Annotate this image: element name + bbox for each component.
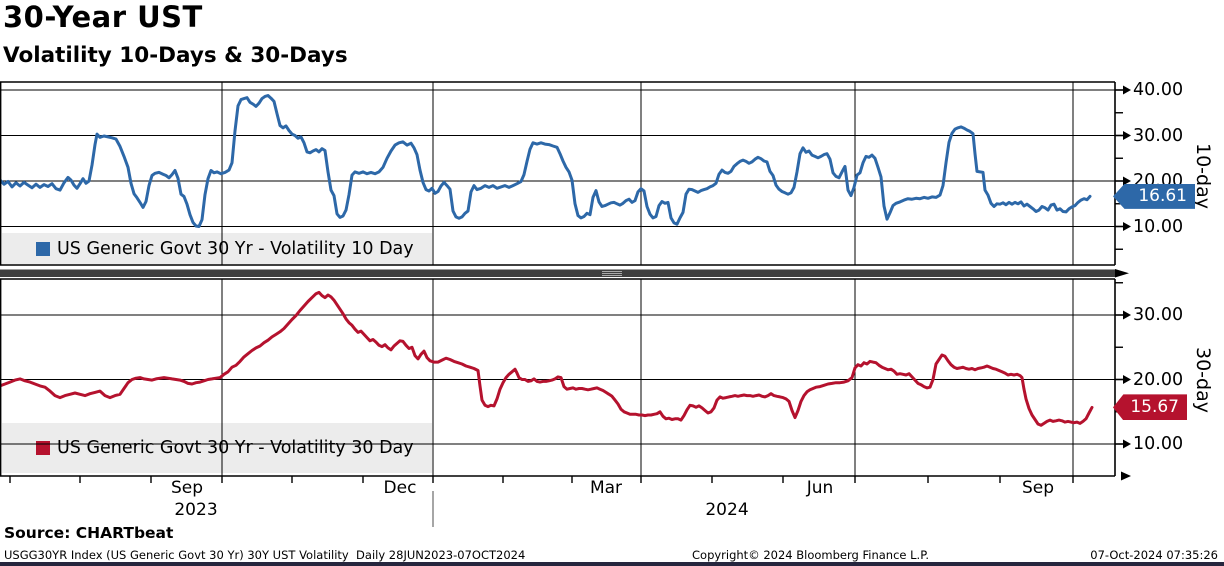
x-year-label: 2024 (705, 500, 749, 520)
x-year-label: 2023 (174, 500, 218, 520)
legend-label-30-day: US Generic Govt 30 Yr - Volatility 30 Da… (57, 438, 414, 458)
y-tick-label: 40.00 (1133, 80, 1184, 100)
x-month-label: Sep (1021, 478, 1055, 498)
panel-splitter-handle[interactable] (602, 270, 622, 277)
y-tick-label: 20.00 (1133, 369, 1184, 390)
legend-marker-red-icon (36, 441, 50, 455)
y-tick-label: 30.00 (1133, 305, 1184, 325)
axis-caption-10-day: 10-day (1192, 142, 1214, 209)
x-month-label: Jun (806, 478, 834, 498)
footer-copyright: Copyright© 2024 Bloomberg Finance L.P. (692, 548, 929, 562)
legend-label-10-day: US Generic Govt 30 Yr - Volatility 10 Da… (57, 238, 414, 259)
x-month-label: Sep (170, 478, 204, 498)
axis-caption-30-day: 30-day (1192, 346, 1214, 413)
legend-marker-blue-icon (36, 241, 50, 256)
legend-10-day: US Generic Govt 30 Yr - Volatility 10 Da… (2, 233, 432, 264)
last-value-tag-30-day: 15.67 (1113, 394, 1187, 421)
window-bottom-edge (0, 562, 1224, 566)
y-tick-label: 10.00 (1133, 434, 1184, 454)
x-month-label: Dec (383, 478, 417, 498)
y-tick-label: 30.00 (1133, 125, 1184, 146)
footer-timestamp: 07-Oct-2024 07:35:26 (1090, 548, 1218, 562)
source-credit: Source: CHARTbeat (4, 524, 174, 542)
last-value-tag-10-day: 16.61 (1113, 183, 1195, 209)
x-month-label: Mar (589, 478, 623, 498)
page-title: 30-Year UST (3, 0, 203, 34)
footer-description: USGG30YR Index (US Generic Govt 30 Yr) 3… (4, 548, 526, 562)
page-subtitle: Volatility 10-Days & 30-Days (3, 43, 348, 68)
y-tick-label: 10.00 (1133, 216, 1184, 237)
legend-30-day: US Generic Govt 30 Yr - Volatility 30 Da… (2, 423, 432, 473)
